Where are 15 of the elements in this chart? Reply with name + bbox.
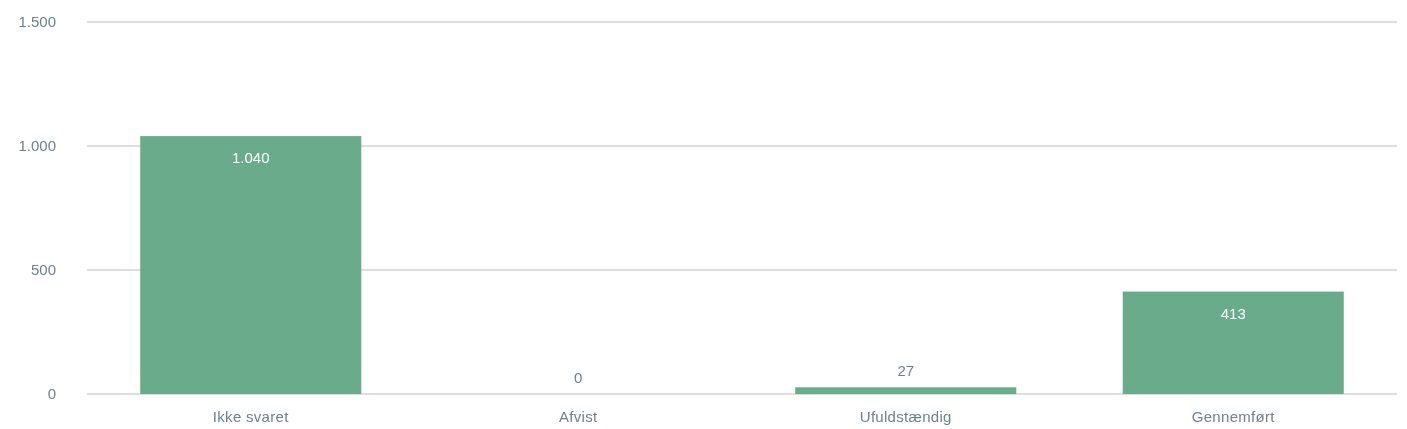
data-label: 1.040 bbox=[231, 149, 270, 167]
x-tick-label: Afvist bbox=[559, 408, 599, 425]
y-tick-label: 0 bbox=[47, 385, 56, 403]
bar bbox=[140, 136, 362, 394]
y-tick-label: 500 bbox=[30, 261, 56, 279]
x-tick-label: Gennemført bbox=[1191, 408, 1276, 425]
x-tick-label: Ikke svaret bbox=[212, 408, 290, 425]
data-label: 27 bbox=[897, 362, 915, 380]
y-tick-label: 1.000 bbox=[18, 137, 56, 155]
x-tick-label: Ufuldstændig bbox=[859, 408, 952, 425]
bar bbox=[1122, 291, 1344, 394]
data-label: 0 bbox=[574, 369, 583, 386]
data-label: 413 bbox=[1220, 304, 1246, 322]
bar bbox=[795, 387, 1017, 394]
y-tick-label: 1.500 bbox=[18, 13, 56, 31]
